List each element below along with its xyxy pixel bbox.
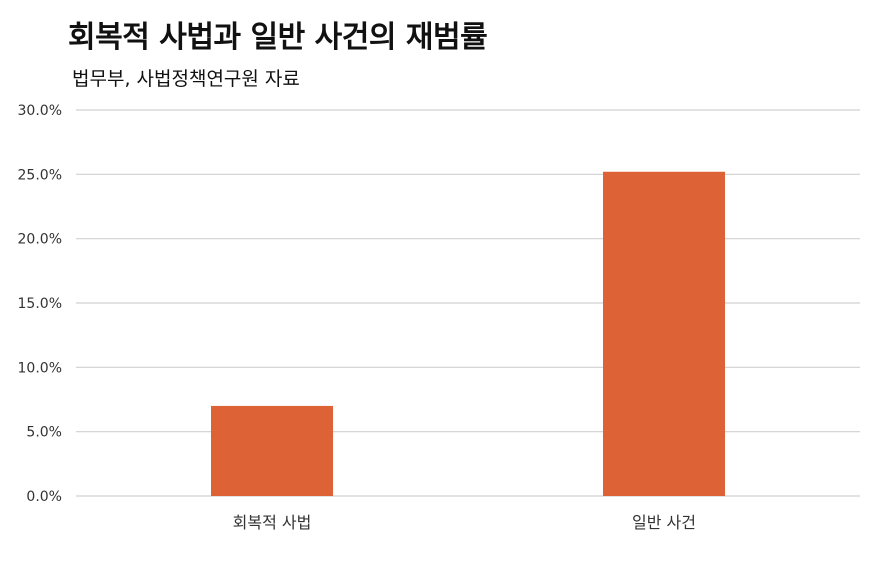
chart-subtitle: 법무부, 사법정책연구원 자료 [72,68,300,90]
x-axis-labels: 회복적 사법 일반 사건 [233,513,696,532]
bar [211,405,333,496]
y-tick-label: 25.0% [18,167,62,183]
bars [211,171,725,496]
bar [603,171,725,496]
y-tick-label: 20.0% [18,232,62,248]
y-axis-ticks: 0.0% 5.0% 10.0% 15.0% 20.0% 25.0% 30.0% [18,103,62,505]
y-tick-label: 30.0% [18,103,62,119]
y-tick-label: 15.0% [18,296,62,312]
chart-title: 회복적 사법과 일반 사건의 재범률 [68,20,488,55]
y-tick-label: 5.0% [26,425,62,441]
y-tick-label: 10.0% [18,360,62,376]
y-tick-label: 0.0% [26,489,62,505]
gridlines [76,109,860,497]
x-category-label: 일반 사건 [632,513,696,532]
x-category-label: 회복적 사법 [233,513,312,532]
